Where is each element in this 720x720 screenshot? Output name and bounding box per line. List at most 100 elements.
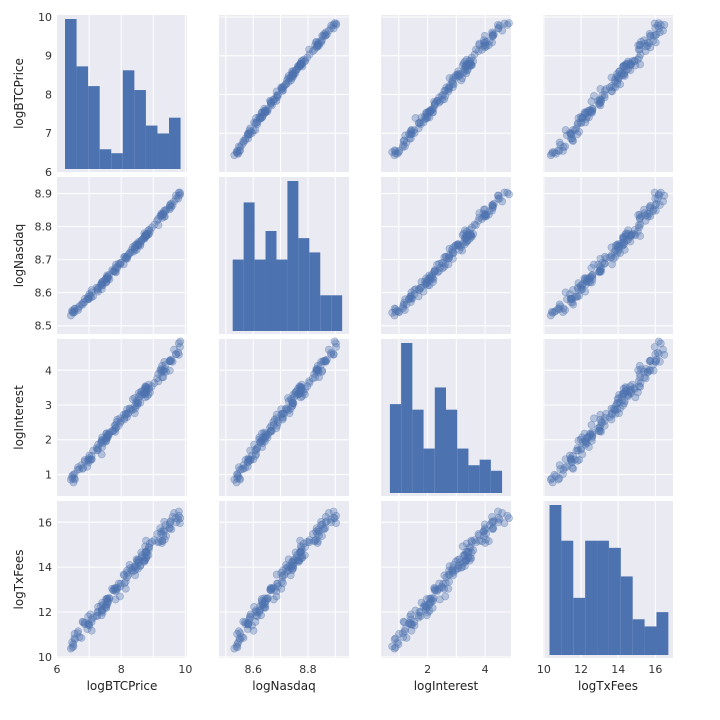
scatter-point — [428, 108, 437, 117]
scatter-point — [449, 243, 458, 252]
scatter-point — [590, 260, 598, 269]
scatter-point — [283, 76, 292, 85]
scatter-point — [70, 305, 79, 314]
scatter-point — [563, 131, 571, 140]
scatter-point — [246, 124, 255, 133]
scatter-point — [633, 227, 642, 236]
scatter-point — [258, 443, 267, 451]
scatter-point — [655, 201, 664, 209]
scatter-point — [100, 603, 109, 612]
scatter-point — [160, 527, 169, 536]
scatter-point — [573, 120, 582, 129]
scatter-point — [105, 594, 114, 603]
scatter-point — [624, 57, 632, 66]
scatter-point — [116, 417, 125, 425]
scatter-point — [111, 595, 120, 604]
scatter-point — [575, 127, 583, 136]
scatter-point — [73, 304, 82, 313]
scatter-point — [500, 188, 509, 197]
scatter-point — [288, 561, 296, 570]
scatter-point — [646, 43, 655, 52]
scatter-point — [277, 85, 286, 93]
scatter-point — [255, 608, 264, 617]
hist-bar — [656, 612, 669, 655]
scatter-point — [503, 511, 512, 520]
scatter-point — [93, 286, 102, 295]
scatter-point — [448, 564, 457, 573]
scatter-point — [607, 243, 616, 252]
scatter-point — [171, 350, 180, 359]
scatter-point — [620, 389, 629, 398]
scatter-point — [245, 456, 254, 465]
scatter-point — [84, 455, 93, 464]
scatter-point — [289, 67, 298, 76]
hist-bar — [644, 626, 657, 655]
scatter-point — [141, 383, 150, 392]
scatter-point — [158, 361, 167, 370]
scatter-point — [272, 570, 281, 579]
scatter-point — [315, 373, 323, 382]
scatter-point — [102, 278, 111, 287]
scatter-point — [103, 594, 112, 603]
scatter-point — [78, 464, 87, 473]
scatter-point — [298, 553, 307, 562]
scatter-point — [111, 583, 120, 592]
scatter-point — [253, 608, 262, 616]
scatter-point — [399, 137, 408, 145]
scatter-point — [399, 633, 408, 641]
panel-background — [543, 15, 673, 172]
scatter-point — [581, 118, 590, 127]
scatter-point — [645, 29, 654, 38]
scatter-point — [233, 470, 242, 479]
scatter-point — [584, 277, 593, 286]
scatter-point — [419, 603, 428, 611]
scatter-point — [84, 612, 93, 621]
scatter-point — [96, 438, 105, 447]
scatter-point — [582, 115, 590, 123]
scatter-point — [630, 57, 639, 66]
scatter-point — [172, 518, 181, 527]
scatter-point — [133, 240, 142, 249]
scatter-point — [475, 209, 484, 218]
scatter-point — [611, 78, 620, 86]
scatter-point — [132, 399, 141, 407]
panel-logNasdaq-vs-logInterest — [381, 177, 513, 334]
scatter-point — [262, 432, 271, 440]
scatter-point — [600, 259, 609, 268]
scatter-point — [435, 93, 444, 102]
scatter-point — [597, 95, 606, 104]
scatter-point — [627, 231, 635, 240]
scatter-point — [605, 413, 614, 421]
scatter-point — [578, 433, 586, 442]
scatter-point — [257, 436, 266, 445]
scatter-point — [464, 60, 473, 69]
hist-bar — [232, 259, 244, 331]
scatter-point — [168, 357, 177, 366]
scatter-point — [290, 69, 299, 77]
scatter-point — [113, 262, 122, 271]
scatter-point — [150, 220, 159, 229]
scatter-point — [310, 537, 319, 546]
scatter-point — [136, 240, 145, 249]
scatter-point — [555, 138, 564, 147]
scatter-point — [636, 383, 645, 391]
scatter-point — [488, 31, 497, 40]
scatter-point — [230, 644, 239, 653]
scatter-point — [132, 555, 141, 564]
scatter-point — [108, 584, 117, 593]
scatter-point — [571, 293, 579, 302]
scatter-point — [165, 205, 174, 214]
scatter-point — [289, 72, 298, 81]
scatter-point — [233, 470, 242, 478]
scatter-point — [577, 286, 586, 295]
scatter-point — [97, 611, 106, 620]
scatter-point — [461, 551, 469, 560]
scatter-point — [601, 252, 609, 261]
scatter-point — [167, 203, 176, 211]
scatter-point — [407, 293, 416, 302]
hist-bar — [468, 465, 480, 493]
scatter-point — [243, 129, 252, 138]
scatter-point — [573, 283, 582, 292]
scatter-point — [102, 597, 111, 605]
scatter-point — [297, 57, 306, 66]
